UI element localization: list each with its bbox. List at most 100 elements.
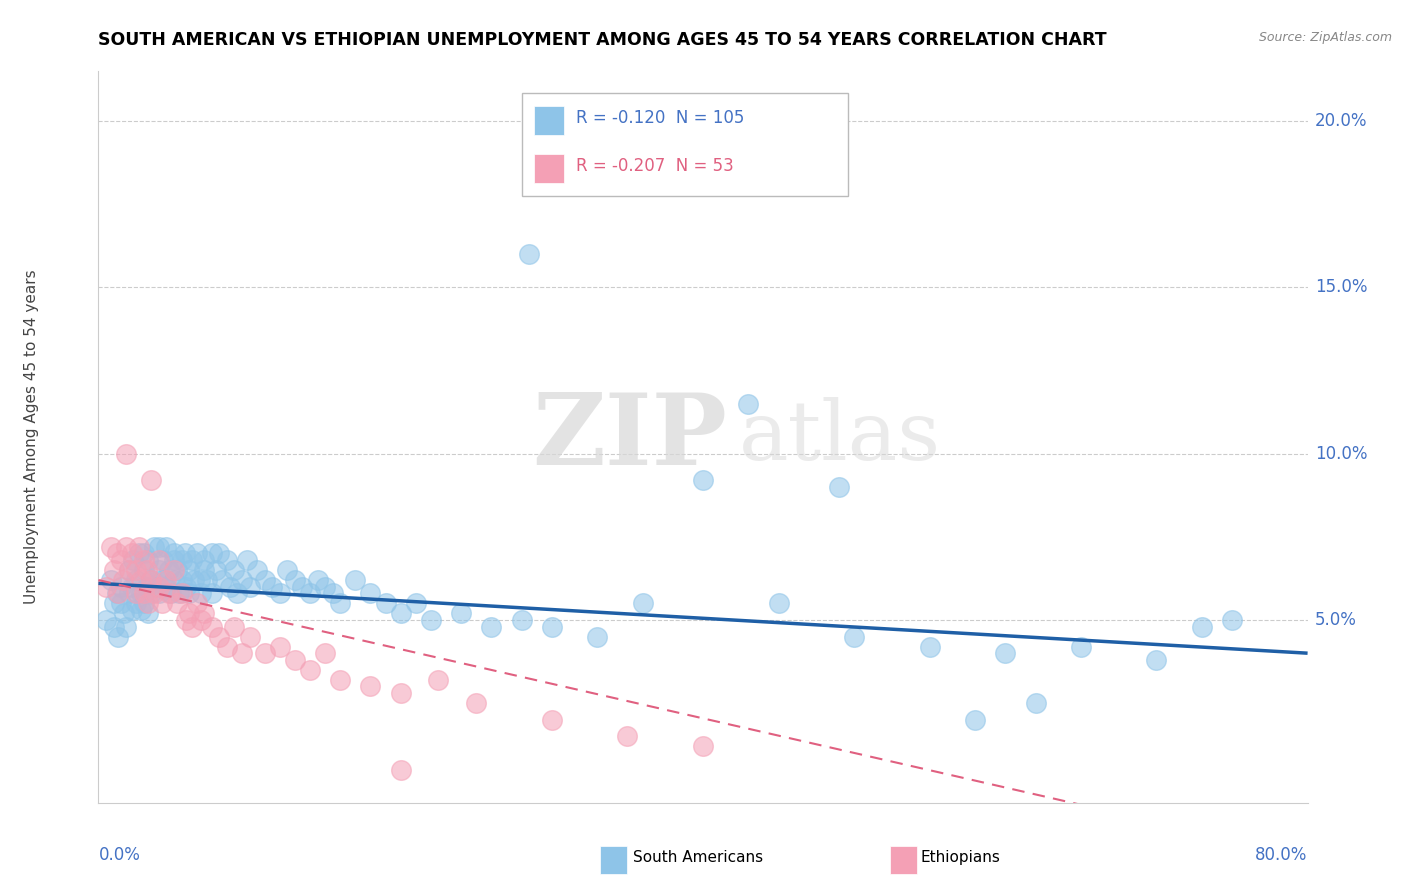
Point (253, 646, 276, 660)
Point (329, 673, 352, 687)
Point (965, 713, 987, 727)
Point (299, 663, 322, 677)
Text: R = -0.120  N = 105: R = -0.120 N = 105 (576, 110, 744, 128)
Point (152, 553, 174, 567)
Point (510, 613, 533, 627)
Bar (890, 846, 917, 874)
Point (1070, 640, 1092, 654)
Point (253, 573, 276, 587)
Point (389, 607, 412, 621)
Point (114, 619, 136, 633)
Point (299, 586, 322, 600)
Point (100, 573, 122, 587)
Point (128, 540, 150, 554)
Point (159, 563, 181, 577)
Text: R = -0.207  N = 53: R = -0.207 N = 53 (576, 158, 734, 176)
Point (201, 546, 224, 560)
Point (284, 573, 307, 587)
Point (107, 586, 129, 600)
Point (190, 613, 212, 627)
Point (94, 580, 117, 594)
Point (94, 613, 117, 627)
Point (121, 546, 143, 560)
Point (173, 546, 195, 560)
Point (111, 573, 134, 587)
Point (224, 563, 246, 577)
Point (105, 586, 128, 600)
Point (276, 563, 298, 577)
Point (167, 586, 190, 600)
Point (239, 630, 262, 644)
Point (307, 573, 329, 587)
Point (215, 640, 238, 654)
Text: 5.0%: 5.0% (1315, 611, 1357, 629)
Point (1024, 696, 1046, 710)
Point (145, 580, 167, 594)
Point (163, 546, 186, 560)
FancyBboxPatch shape (522, 94, 848, 195)
Point (193, 553, 215, 567)
Point (737, 397, 759, 411)
Point (1220, 613, 1243, 627)
Point (103, 563, 125, 577)
Text: SOUTH AMERICAN VS ETHIOPIAN UNEMPLOYMENT AMONG AGES 45 TO 54 YEARS CORRELATION C: SOUTH AMERICAN VS ETHIOPIAN UNEMPLOYMENT… (98, 31, 1107, 49)
Point (692, 473, 714, 487)
Point (190, 586, 212, 600)
Point (389, 686, 412, 700)
Point (322, 586, 344, 600)
Point (208, 546, 231, 560)
Point (163, 553, 186, 567)
Point (135, 580, 157, 594)
Text: Unemployment Among Ages 45 to 54 years: Unemployment Among Ages 45 to 54 years (24, 269, 39, 605)
Point (155, 540, 177, 554)
Point (143, 540, 166, 554)
Point (235, 553, 257, 567)
Point (160, 586, 183, 600)
Text: ZIP: ZIP (533, 389, 727, 485)
Point (1191, 619, 1213, 633)
Point (450, 607, 472, 621)
Point (166, 596, 188, 610)
Point (163, 573, 186, 587)
Point (136, 596, 159, 610)
Point (148, 553, 170, 567)
Point (155, 580, 177, 594)
Point (155, 573, 177, 587)
Point (132, 586, 155, 600)
Point (103, 619, 125, 633)
Point (136, 607, 159, 621)
Point (205, 563, 228, 577)
Point (148, 580, 170, 594)
Point (129, 573, 152, 587)
Point (118, 563, 141, 577)
Point (181, 553, 204, 567)
Point (125, 573, 148, 587)
Text: 80.0%: 80.0% (1256, 846, 1308, 864)
Point (269, 640, 291, 654)
Point (170, 573, 193, 587)
Point (329, 596, 352, 610)
Point (219, 580, 242, 594)
Text: South Americans: South Americans (633, 850, 763, 865)
Point (112, 607, 135, 621)
Point (141, 473, 163, 487)
Point (110, 553, 132, 567)
Point (132, 596, 155, 610)
Point (179, 586, 201, 600)
Text: 10.0%: 10.0% (1315, 445, 1368, 463)
Point (129, 586, 152, 600)
Point (183, 573, 205, 587)
Point (540, 619, 562, 633)
Point (166, 563, 188, 577)
Point (129, 603, 152, 617)
Point (114, 540, 136, 554)
Point (174, 580, 197, 594)
Point (114, 447, 136, 461)
Text: Source: ZipAtlas.com: Source: ZipAtlas.com (1258, 31, 1392, 45)
Point (692, 739, 714, 754)
Text: atlas: atlas (740, 397, 942, 477)
Point (828, 480, 851, 494)
Point (231, 573, 253, 587)
Point (405, 596, 427, 610)
Text: 20.0%: 20.0% (1315, 112, 1368, 130)
